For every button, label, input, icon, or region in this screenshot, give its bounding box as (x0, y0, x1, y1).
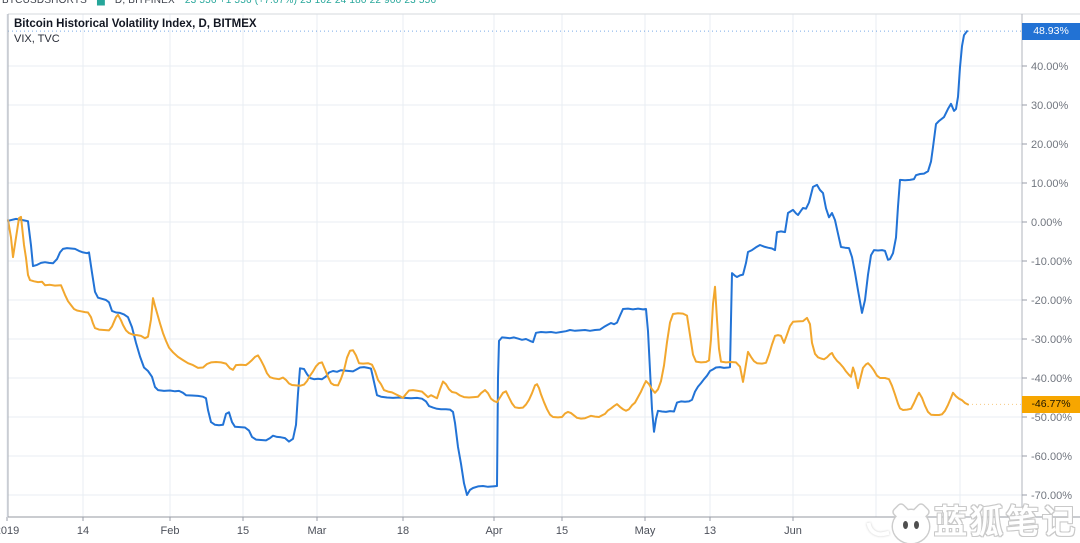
y-axis-label: -30.00% (1031, 334, 1072, 346)
y-axis-label: -50.00% (1031, 412, 1072, 424)
ticker-segment: BTCUSDSHORTS (2, 0, 88, 6)
bluefox-watermark: 蓝狐笔记 (866, 499, 1078, 543)
series-legend-secondary[interactable]: VIX, TVC (14, 33, 60, 45)
y-axis-label: -70.00% (1031, 490, 1072, 502)
x-axis-label: 18 (397, 525, 409, 537)
y-axis-label: 40.00% (1031, 61, 1069, 73)
y-axis-label: 30.00% (1031, 100, 1069, 112)
ticker-segment: 23 556 +1 556 (+7.07%) 23 102 24 180 22 … (184, 0, 437, 6)
y-axis-label: -40.00% (1031, 373, 1072, 385)
y-axis-label: 0.00% (1031, 217, 1062, 229)
last-price-label-vix: -46.77% (1022, 395, 1080, 413)
fox-face-icon (892, 503, 930, 543)
series-legend-primary[interactable]: Bitcoin Historical Volatility Index, D, … (14, 18, 257, 30)
y-axis-label: -60.00% (1031, 451, 1072, 463)
x-axis-label: May (635, 525, 656, 537)
y-axis-label: -20.00% (1031, 295, 1072, 307)
clipped-ticker-text: BTCUSDSHORTS ▇ D, BITFINEX 23 556 +1 556 (+… (0, 0, 1080, 6)
x-axis-label: 14 (77, 525, 89, 537)
fox-tail-icon (866, 519, 890, 539)
vix-line (7, 215, 969, 420)
x-axis-label: Apr (485, 525, 502, 537)
last-price-label-btc-volatility: 48.93% (1022, 22, 1080, 40)
x-axis-label: 2019 (0, 525, 19, 537)
y-axis-label: 20.00% (1031, 139, 1069, 151)
x-axis-label: 13 (704, 525, 716, 537)
watermark-text: 蓝狐笔记 (934, 503, 1078, 540)
x-axis-label: 15 (237, 525, 249, 537)
x-axis-label: 15 (556, 525, 568, 537)
ticker-segment: D, BITFINEX (114, 0, 175, 6)
y-axis-label: -10.00% (1031, 256, 1072, 268)
x-axis-label: Feb (161, 525, 180, 537)
ticker-segment: ▇ (97, 0, 105, 6)
y-axis-label: 10.00% (1031, 178, 1069, 190)
clipped-ticker-row: BTCUSDSHORTS ▇ D, BITFINEX 23 556 +1 556 (+… (0, 0, 1080, 13)
btc-volatility-line (7, 30, 968, 496)
x-axis-label: Mar (308, 525, 327, 537)
x-axis-label: Jun (784, 525, 802, 537)
